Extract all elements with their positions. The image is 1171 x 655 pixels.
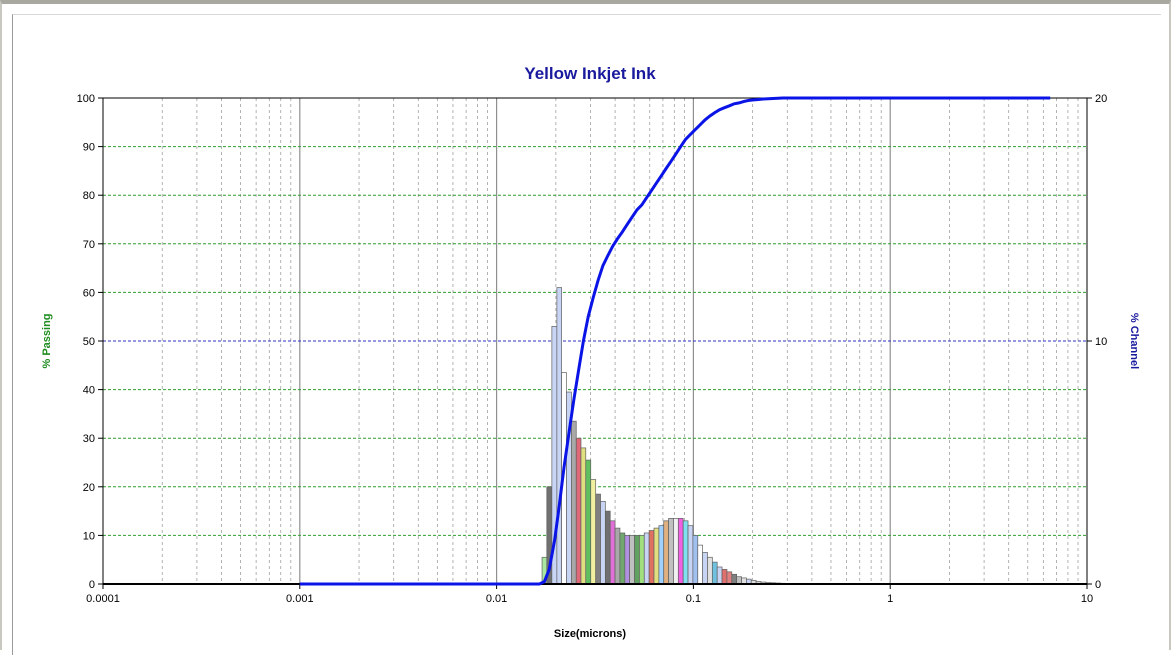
y-tick-left: 80 [83,190,95,202]
channel-bar [677,518,684,585]
channel-bar [687,525,694,585]
y-tick-left: 40 [83,385,95,397]
y-tick-right: 0 [1095,579,1101,591]
channel-bar [571,420,577,585]
channel-bar [614,527,621,585]
channel-bar [595,493,601,585]
channel-bar [668,518,674,585]
channel-bar [707,556,713,585]
y-tick-right: 20 [1095,93,1107,105]
chart-title: Yellow Inkjet Ink [524,64,656,83]
y-tick-right: 10 [1095,336,1107,348]
x-tick: 0.01 [486,593,507,605]
channel-bar [609,520,616,585]
channel-bar [673,518,679,585]
x-tick: 0.1 [686,593,701,605]
x-tick: 0.001 [286,593,314,605]
particle-size-chart: Yellow Inkjet Ink Size(microns) % Passin… [41,64,1140,640]
channel-bar [721,569,728,585]
channel-bar [697,544,703,585]
channel-bar [624,535,630,585]
channel-bar [648,530,655,585]
channel-bar [643,532,650,585]
channel-bar [590,479,597,585]
channel-bar [726,571,733,585]
channel-bar [736,576,742,585]
channel-bar [682,520,689,585]
grid-lines [103,98,1087,584]
y-axis-left-label: % Passing [41,313,53,368]
channel-bar [639,535,645,585]
channel-bar [731,573,738,585]
channel-bar [604,510,611,585]
channel-bar [702,552,708,585]
y-axis-right-label: % Channel [1128,313,1140,369]
y-tick-left: 90 [83,142,95,154]
y-tick-left: 50 [83,336,95,348]
x-tick: 0.0001 [86,593,120,605]
channel-bar [653,527,660,585]
y-tick-left: 0 [89,579,95,591]
channel-bar [658,525,665,585]
y-tick-left: 100 [77,93,95,105]
channel-bar [692,535,699,585]
channel-bar [711,561,718,585]
channel-bar [575,437,582,585]
channel-bars [541,287,786,585]
x-tick: 10 [1081,593,1093,605]
y-tick-left: 70 [83,239,95,251]
channel-bar [663,520,669,585]
channel-bar [634,535,640,585]
x-axis-label: Size(microns) [554,628,626,640]
y-tick-left: 10 [83,530,95,542]
chart-panel: Yellow Inkjet Ink Size(microns) % Passin… [12,14,1161,655]
channel-bar [629,535,635,585]
y-tick-left: 20 [83,482,95,494]
channel-bar [619,532,626,585]
channel-bar [600,501,606,585]
channel-bar [716,566,723,585]
channel-bar [585,459,592,585]
passing-curve [299,96,1051,586]
y-tick-left: 30 [83,433,95,445]
channel-bar [580,447,587,585]
channel-bar [556,287,562,585]
y-tick-left: 60 [83,287,95,299]
x-tick: 1 [887,593,893,605]
